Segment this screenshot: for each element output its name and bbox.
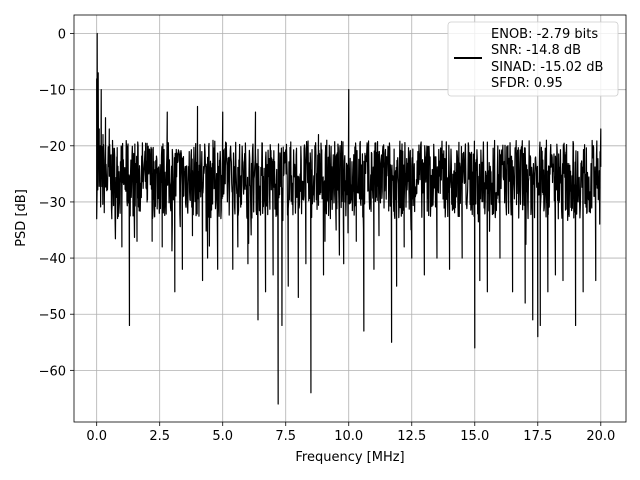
x-tick-label: 10.0: [334, 429, 363, 444]
psd-series-line: [96, 32, 602, 405]
y-tick-label: 0: [58, 28, 66, 43]
x-tick-label: 5.0: [212, 429, 233, 444]
y-tick-label: −10: [39, 84, 66, 99]
legend-text-sinad: SINAD: -15.02 dB: [491, 60, 603, 75]
x-axis-title: Frequency [MHz]: [295, 450, 404, 465]
x-tick-label: 15.0: [460, 429, 489, 444]
x-tick-label: 2.5: [149, 429, 170, 444]
x-tick-label: 17.5: [523, 429, 552, 444]
legend-box: [447, 21, 619, 97]
legend-text-sfdr: SFDR: 0.95: [491, 76, 563, 91]
x-tick-label: 20.0: [586, 429, 615, 444]
legend-text-enob: ENOB: -2.79 bits: [491, 27, 598, 42]
plot-frame: [73, 14, 627, 423]
y-tick-label: −40: [39, 252, 66, 267]
series-layer: [96, 32, 602, 405]
y-tick-label: −60: [39, 364, 66, 379]
legend: ENOB: -2.79 bits SNR: -14.8 dB SINAD: -1…: [447, 21, 619, 97]
x-tick-label: 0.0: [86, 429, 107, 444]
x-tick-label: 7.5: [275, 429, 296, 444]
x-tick-label: 12.5: [397, 429, 426, 444]
ticks: 0.0 2.5 5.0 7.5 10.0 12.5 15.0 17.5 20.0 0 −10 −20 −…: [39, 28, 616, 444]
y-tick-label: −50: [39, 308, 66, 323]
legend-text-snr: SNR: -14.8 dB: [491, 43, 581, 58]
y-tick-label: −20: [39, 140, 66, 155]
y-tick-label: −30: [39, 196, 66, 211]
y-axis-title: PSD [dB]: [14, 189, 29, 247]
